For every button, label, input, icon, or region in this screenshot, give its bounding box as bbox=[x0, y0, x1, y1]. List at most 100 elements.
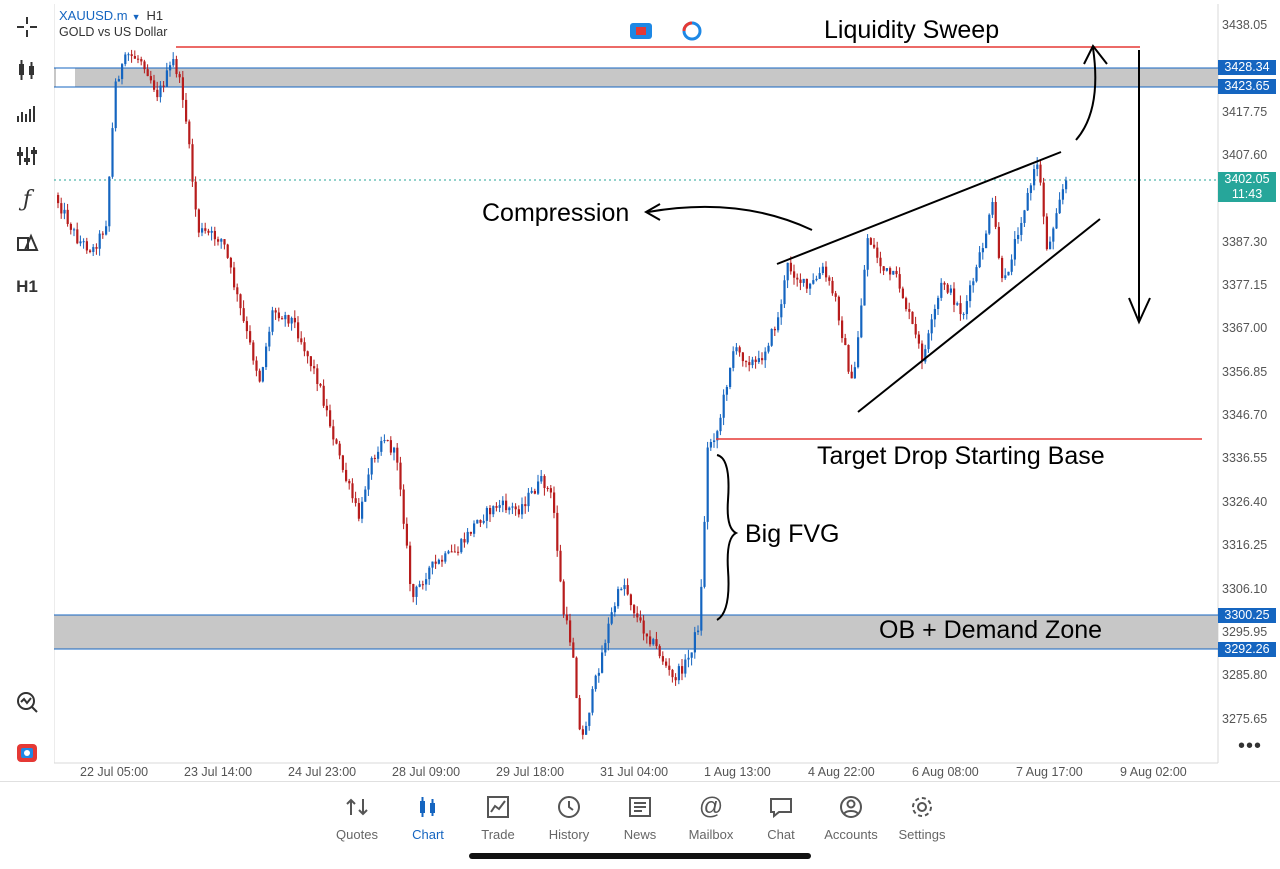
candle-body bbox=[335, 439, 338, 444]
candle-body bbox=[642, 620, 645, 634]
supply-zone bbox=[54, 68, 1218, 87]
symbol-dropdown-icon[interactable]: ▼ bbox=[131, 12, 141, 22]
candle-body bbox=[636, 613, 639, 618]
timeframe-icon[interactable]: H1 bbox=[16, 277, 38, 296]
candle-body bbox=[754, 359, 757, 362]
big-fvg-label: Big FVG bbox=[745, 520, 840, 548]
candle-body bbox=[937, 297, 940, 310]
compression-label: Compression bbox=[482, 199, 630, 227]
timeframe-label: H1 bbox=[146, 8, 164, 23]
candle-body bbox=[460, 539, 463, 553]
demand-zone bbox=[54, 615, 1218, 649]
candle-body bbox=[569, 620, 572, 643]
candle-body bbox=[959, 303, 962, 315]
price-axis-label: 3326.40 bbox=[1222, 495, 1268, 509]
candle-body bbox=[697, 630, 700, 633]
candle-body bbox=[1017, 234, 1020, 240]
candle-body bbox=[684, 659, 687, 674]
candle-body bbox=[745, 361, 748, 363]
candle-body bbox=[162, 85, 165, 87]
price-tag: 3292.26 bbox=[1218, 642, 1276, 657]
symbol-header[interactable]: XAUUSD.m ▼ H1 bbox=[59, 8, 163, 23]
one-click-trade-icon[interactable] bbox=[630, 23, 652, 39]
time-axis-label: 28 Jul 09:00 bbox=[392, 765, 461, 779]
candle-body bbox=[153, 80, 156, 90]
candles-icon[interactable] bbox=[12, 55, 42, 85]
mailbox-icon: @ bbox=[698, 793, 724, 820]
more-icon[interactable]: ••• bbox=[1238, 735, 1263, 757]
candle-body bbox=[789, 262, 792, 272]
candle-body bbox=[149, 76, 152, 81]
symbol-name[interactable]: XAUUSD.m bbox=[59, 8, 128, 23]
candle-body bbox=[645, 633, 648, 637]
candle-body bbox=[377, 451, 380, 459]
function-icon[interactable]: ƒ bbox=[22, 186, 32, 212]
candle-body bbox=[892, 270, 895, 275]
candle-body bbox=[329, 410, 332, 427]
candle-body bbox=[831, 280, 834, 294]
candle-body bbox=[847, 345, 850, 372]
candle-body bbox=[623, 585, 626, 590]
nav-label: Mailbox bbox=[688, 827, 734, 842]
candle-body bbox=[924, 349, 927, 362]
candle-body bbox=[341, 455, 344, 470]
candle-body bbox=[981, 248, 984, 253]
nav-chat[interactable]: Chat bbox=[746, 794, 816, 842]
indicators-icon[interactable] bbox=[12, 98, 42, 128]
candle-body bbox=[89, 250, 92, 252]
candle-body bbox=[316, 368, 319, 384]
crosshair-icon[interactable] bbox=[12, 12, 42, 42]
candle-body bbox=[469, 531, 472, 534]
candle-body bbox=[514, 506, 517, 510]
candle-body bbox=[105, 226, 108, 235]
candle-body bbox=[546, 487, 549, 489]
nav-mailbox[interactable]: @ Mailbox bbox=[676, 793, 746, 842]
settings-sliders-icon[interactable] bbox=[12, 141, 42, 171]
candle-body bbox=[962, 314, 965, 316]
nav-chart[interactable]: Chart bbox=[393, 794, 463, 842]
candle-body bbox=[978, 252, 981, 268]
nav-quotes[interactable]: Quotes bbox=[322, 794, 392, 842]
candle-body bbox=[313, 366, 316, 369]
candle-body bbox=[860, 305, 863, 338]
market-watch-icon[interactable] bbox=[12, 687, 42, 717]
price-axis-label: 3306.10 bbox=[1222, 582, 1268, 596]
app-logo-icon[interactable] bbox=[12, 738, 42, 768]
symbol-description: GOLD vs US Dollar bbox=[59, 25, 168, 39]
candle-body bbox=[965, 301, 968, 315]
nav-accounts[interactable]: Accounts bbox=[816, 794, 886, 842]
candle-body bbox=[73, 229, 76, 231]
candle-body bbox=[674, 677, 677, 681]
candle-body bbox=[985, 233, 988, 249]
candle-body bbox=[412, 584, 415, 597]
chart-area[interactable]: XAUUSD.m ▼ H1 GOLD vs US Dollar 3438.05 341… bbox=[0, 0, 1280, 780]
signal-indicator-icon[interactable] bbox=[682, 21, 702, 41]
nav-history[interactable]: History bbox=[534, 794, 604, 842]
nav-news[interactable]: News bbox=[605, 794, 675, 842]
candle-body bbox=[988, 214, 991, 234]
candle-body bbox=[441, 559, 444, 562]
candle-body bbox=[591, 689, 594, 713]
objects-icon[interactable] bbox=[12, 227, 42, 257]
home-indicator[interactable] bbox=[469, 853, 811, 859]
candle-body bbox=[613, 606, 616, 613]
nav-settings[interactable]: Settings bbox=[887, 794, 957, 842]
candle-body bbox=[1023, 210, 1026, 223]
candle-body bbox=[1013, 239, 1016, 260]
nav-trade[interactable]: Trade bbox=[463, 794, 533, 842]
candle-body bbox=[658, 646, 661, 657]
price-chart[interactable] bbox=[0, 0, 1280, 780]
price-axis-label: 3377.15 bbox=[1222, 278, 1268, 292]
candle-body bbox=[882, 266, 885, 271]
candle-body bbox=[559, 550, 562, 582]
candle-body bbox=[242, 308, 245, 322]
candle-body bbox=[345, 469, 348, 481]
candle-body bbox=[901, 288, 904, 299]
candle-body bbox=[725, 386, 728, 395]
candle-body bbox=[751, 359, 754, 366]
nav-label: Accounts bbox=[824, 827, 878, 842]
candle-body bbox=[972, 281, 975, 286]
candle-body bbox=[415, 586, 418, 597]
candle-body bbox=[309, 356, 312, 367]
candle-body bbox=[821, 266, 824, 274]
